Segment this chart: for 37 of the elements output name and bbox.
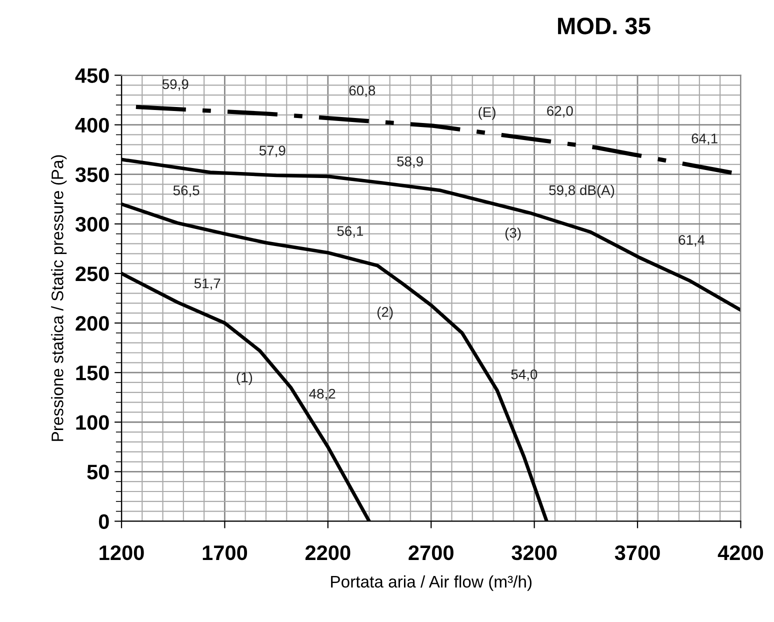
annotation: 58,9 bbox=[397, 156, 423, 168]
annotation: 48,2 bbox=[309, 388, 336, 400]
x-axis-title: Portata aria / Air flow (m³/h) bbox=[331, 575, 532, 591]
y-tick-label: 450 bbox=[75, 68, 109, 84]
annotation: 57,9 bbox=[259, 146, 286, 158]
y-axis-title: Pressione statica / Static pressure (Pa) bbox=[51, 155, 67, 441]
y-tick-label: 400 bbox=[75, 118, 109, 133]
x-tick-label: 3200 bbox=[512, 545, 557, 560]
annotation: 59,8 dB(A) bbox=[549, 184, 614, 198]
annotation: 54,0 bbox=[511, 369, 538, 381]
annotation: 56,5 bbox=[173, 185, 200, 197]
annotation: 51,7 bbox=[194, 278, 220, 290]
y-tick-label: 300 bbox=[75, 216, 109, 232]
x-tick-label: 4200 bbox=[718, 545, 764, 560]
annotation: 60,8 bbox=[349, 86, 376, 98]
annotation: 61,4 bbox=[678, 235, 705, 246]
x-tick-label: 3700 bbox=[614, 545, 660, 560]
annotation: 56,1 bbox=[337, 226, 364, 238]
annotation: (1) bbox=[236, 372, 252, 385]
x-tick-label: 1200 bbox=[100, 545, 144, 560]
annotation: (2) bbox=[377, 306, 393, 320]
annotation: (E) bbox=[478, 106, 496, 120]
y-tick-label: 150 bbox=[76, 366, 109, 380]
annotation: 59,9 bbox=[162, 79, 188, 91]
y-tick-label: 50 bbox=[87, 464, 109, 480]
y-tick-label: 100 bbox=[76, 415, 109, 430]
y-tick-label: 250 bbox=[76, 266, 109, 282]
x-tick-label: 2700 bbox=[408, 545, 454, 560]
y-tick-label: 0 bbox=[98, 514, 109, 529]
annotation: 62,0 bbox=[547, 106, 573, 118]
y-tick-label: 200 bbox=[76, 316, 109, 331]
chart-title: MOD. 35 bbox=[558, 18, 650, 34]
annotation: (3) bbox=[505, 228, 521, 241]
x-tick-label: 1700 bbox=[202, 545, 248, 560]
x-tick-label: 2200 bbox=[305, 545, 350, 560]
annotation: 64,1 bbox=[692, 134, 718, 146]
y-tick-label: 350 bbox=[75, 167, 109, 182]
